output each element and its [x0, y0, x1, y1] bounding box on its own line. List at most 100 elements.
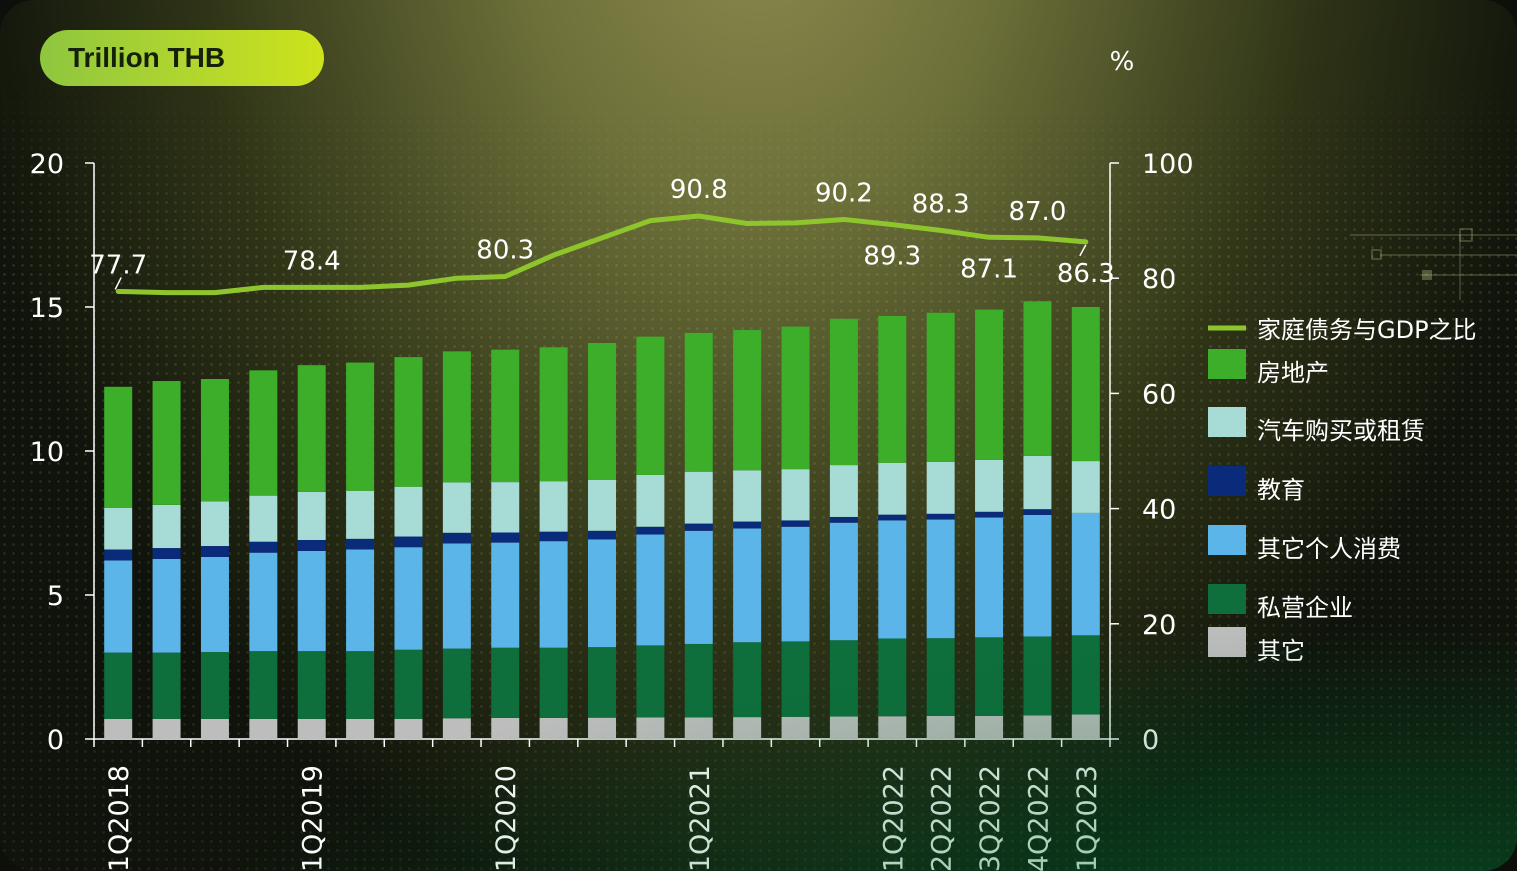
left-tick-label: 15 [30, 293, 64, 324]
bar-segment [539, 647, 568, 718]
bar-segment [442, 648, 471, 719]
right-tick-label: 60 [1142, 379, 1176, 410]
bar-segment [878, 462, 907, 515]
ratio-point [503, 274, 507, 278]
ratio-point [116, 289, 120, 293]
bar-segment [346, 538, 375, 550]
ratio-point [697, 214, 701, 218]
ratio-point [310, 285, 314, 289]
bar-segment [878, 315, 907, 463]
bar-segment [588, 717, 616, 739]
bar-segment [249, 552, 278, 652]
bar-segment [1023, 636, 1052, 716]
bar-segment [394, 649, 423, 719]
bar-segment [200, 718, 229, 739]
bar-segment [442, 482, 471, 533]
bar-segment [829, 716, 858, 739]
bar-segment [442, 718, 471, 739]
bar-segment [588, 530, 616, 540]
x-tick-label: 4Q2022 [1023, 765, 1054, 871]
ratio-data-label: 77.7 [89, 250, 147, 280]
bar-segment [829, 465, 858, 517]
bar-segment [346, 718, 375, 739]
ratio-point [745, 221, 749, 225]
ratio-point [358, 285, 362, 289]
ratio-point [1035, 236, 1039, 240]
legend-box-swatch [1208, 349, 1246, 379]
ratio-data-label: 87.0 [1008, 197, 1066, 227]
legend-label: 汽车购买或租赁 [1257, 417, 1425, 445]
legend-label: 其它个人消费 [1257, 535, 1401, 563]
circuit-decoration [1350, 228, 1517, 300]
right-tick-label: 40 [1142, 495, 1176, 526]
ratio-point [648, 219, 652, 223]
bar-segment [1071, 714, 1100, 739]
ratio-point [890, 223, 894, 227]
bar-segment [733, 642, 762, 718]
ratio-data-label: 78.4 [283, 246, 341, 276]
bar-segment [346, 651, 375, 719]
stacked-bars [104, 301, 1100, 739]
ratio-point [987, 235, 991, 239]
bar-segment [1071, 307, 1100, 462]
legend-label: 家庭债务与GDP之比 [1257, 316, 1477, 344]
bar-segment [781, 526, 810, 642]
bar-segment [636, 717, 665, 739]
legend-label: 其它 [1257, 637, 1305, 665]
x-tick-label: 1Q2022 [878, 765, 909, 871]
bar-segment [346, 490, 375, 539]
legend-label: 私营企业 [1257, 594, 1353, 622]
legend-box-swatch [1208, 407, 1246, 437]
bar-segment [491, 717, 520, 739]
legend-label: 教育 [1257, 476, 1305, 504]
bar-segment [104, 560, 133, 653]
bar-segment [878, 514, 907, 521]
bar-segment [684, 643, 713, 718]
bar-segment [442, 351, 471, 483]
ratio-point [455, 276, 459, 280]
bar-segment [588, 479, 616, 531]
bar-segment [249, 651, 278, 719]
bar-segment [152, 652, 181, 719]
bar-segment [249, 718, 278, 739]
bar-segment [297, 718, 326, 739]
bar-segment [1023, 301, 1052, 456]
bar-segment [733, 330, 762, 471]
ratio-point [406, 283, 410, 287]
bar-segment [394, 547, 423, 650]
bar-segment [297, 651, 326, 719]
bar-segment [829, 318, 858, 466]
legend-label: 房地产 [1257, 359, 1329, 387]
bar-segment [684, 530, 713, 644]
bar-segment [394, 536, 423, 548]
bar-segment [249, 370, 278, 496]
bar-segment [152, 718, 181, 739]
bar-segment [200, 379, 229, 502]
right-tick-label: 20 [1142, 610, 1176, 641]
bar-segment [684, 471, 713, 524]
bar-segment [588, 647, 616, 718]
label-leader [114, 277, 122, 290]
x-tick-label: 1Q2021 [685, 765, 716, 871]
bar-segment [394, 718, 423, 739]
legend-box-swatch [1208, 584, 1246, 614]
right-tick-label: 80 [1142, 264, 1176, 295]
right-axis-unit: % [1110, 47, 1135, 77]
x-tick-label: 2Q2022 [927, 765, 958, 871]
legend-box-swatch [1208, 525, 1246, 555]
bar-segment [636, 526, 665, 535]
bar-segment [684, 717, 713, 739]
ratio-data-label: 90.2 [815, 178, 873, 208]
bar-segment [829, 516, 858, 523]
bar-segment [878, 716, 907, 739]
bar-segment [249, 495, 278, 542]
legend-box-swatch [1208, 627, 1246, 657]
bar-segment [200, 501, 229, 547]
bar-segment [152, 559, 181, 653]
left-tick-label: 5 [47, 581, 64, 612]
bar-segment [152, 381, 181, 505]
ratio-line [115, 213, 1089, 296]
left-axis-unit: Trillion THB [68, 42, 226, 73]
bar-segment [394, 486, 423, 537]
